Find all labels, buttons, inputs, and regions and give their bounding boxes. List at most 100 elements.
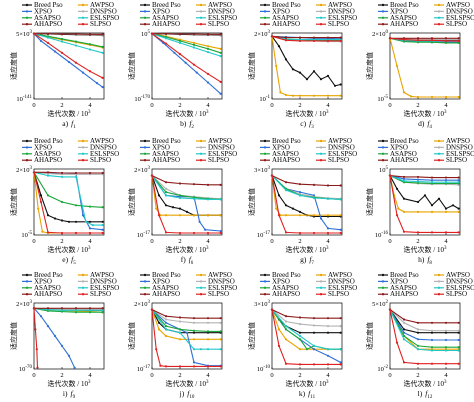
y-tick-bottom-exp: -17 <box>143 365 150 370</box>
x-tick-label: 4 <box>206 238 210 245</box>
y-tick-top-base: 2×10 <box>254 31 267 38</box>
series-point-ahapso <box>88 307 92 310</box>
legend-label: DNSPSO <box>90 7 117 15</box>
series-point-ahapso <box>402 318 406 321</box>
series-point-awpso <box>339 214 342 217</box>
series-point-asapso <box>101 206 104 209</box>
x-axis-label-exp: 3 <box>206 110 209 115</box>
legend-label: SLPSO <box>446 20 467 28</box>
series-point-awpso <box>430 95 434 99</box>
y-tick-top-exp: 3 <box>30 300 33 305</box>
series-point-eslspso <box>219 348 222 351</box>
y-tick-bottom-exp: -2 <box>384 365 389 370</box>
x-axis-label-exp: 3 <box>326 380 329 385</box>
series-point-breed-pso <box>444 331 448 334</box>
panel-caption: f) f6 <box>181 255 194 266</box>
series-point-asapso <box>74 311 78 314</box>
x-tick-label: 2 <box>178 372 181 379</box>
series-point-xpso <box>430 338 434 342</box>
legend-label: AHAPSO <box>272 156 300 164</box>
series-point-slpso <box>312 39 316 43</box>
series-point-asapso <box>298 338 302 341</box>
x-tick-label: 4 <box>88 102 92 109</box>
series-point-slpso <box>326 363 330 366</box>
legend-label: Breed Pso <box>272 137 301 145</box>
plot-frame <box>33 302 105 370</box>
series-line-awpso <box>151 175 221 216</box>
series-point-slpso <box>457 231 460 234</box>
panel-caption: l) f12 <box>418 389 433 400</box>
series-point-awpso <box>219 214 222 217</box>
series-point-dnspso <box>402 321 406 324</box>
series-point-awpso <box>275 64 278 68</box>
series-point-asapso <box>192 43 196 46</box>
series-point-awpso <box>192 338 196 341</box>
series-point-ahapso <box>101 307 104 310</box>
y-tick-bottom-base: 10 <box>137 366 144 373</box>
legend-marker <box>199 23 203 26</box>
series-point-breed-pso <box>171 206 175 209</box>
series-line-asapso <box>151 309 221 332</box>
series-line-asapso <box>389 37 459 44</box>
x-axis-label-text: 迭代次数 / 10 <box>166 109 207 118</box>
y-tick-top-base: 2×10 <box>16 301 29 308</box>
x-tick-label: 0 <box>150 238 153 245</box>
series-point-awpso <box>219 338 222 341</box>
y-tick-bottom-base: 10 <box>257 232 264 239</box>
y-tick-bottom-base: 10 <box>19 366 26 373</box>
series-point-breed-pso <box>53 217 57 220</box>
panel-j: Breed Pso AWPSO XPSO DNSPSO ASAPSO ESLSPSO AHA… <box>127 271 237 400</box>
series-point-ahapso <box>326 184 330 187</box>
y-axis-label: 适应度值 <box>127 52 136 80</box>
series-point-slpso <box>36 366 39 369</box>
legend-marker <box>381 23 385 26</box>
series-point-ahapso <box>312 317 316 320</box>
series-point-asapso <box>192 329 196 332</box>
legend-marker <box>381 139 385 143</box>
series-point-eslspso <box>206 198 210 201</box>
series-point-asapso <box>206 47 210 50</box>
series-line-eslspso <box>389 175 459 183</box>
series-point-xpso <box>185 331 189 334</box>
legend-label: ESLSPSO <box>90 150 119 158</box>
y-tick-bottom-group: 10-170 <box>134 95 150 103</box>
y-axis-label: 适应度值 <box>365 188 374 216</box>
plot-frame <box>271 32 343 100</box>
series-point-ahapso <box>416 37 420 40</box>
legend-marker <box>81 152 85 155</box>
legend-marker <box>319 23 323 26</box>
series-point-eslspso <box>101 224 104 227</box>
y-tick-top-group: 2×103 <box>16 166 32 174</box>
series-line-dnspso <box>33 171 103 175</box>
legend-marker <box>437 3 441 7</box>
panel-letter: h) <box>418 255 425 264</box>
y-tick-top-exp: 3 <box>30 30 33 35</box>
legend-label: Breed Pso <box>390 271 419 279</box>
series-point-dnspso <box>298 323 302 326</box>
y-tick-bottom-exp: -170 <box>141 95 151 100</box>
series-point-slpso <box>60 51 64 54</box>
series-point-dnspso <box>206 321 210 324</box>
legend-label: XPSO <box>34 277 52 285</box>
y-tick-top-base: 2×10 <box>134 301 147 308</box>
series-point-eslspso <box>91 224 94 227</box>
series-point-ahapso <box>206 317 210 320</box>
legend-marker <box>25 23 29 26</box>
series-point-slpso <box>395 214 399 217</box>
series-point-eslspso <box>178 41 182 45</box>
series-point-eslspso <box>339 348 342 351</box>
panel-function-sub: 10 <box>189 395 195 400</box>
legend-label: ESLSPSO <box>328 14 357 22</box>
series-line-ahapso <box>389 175 459 179</box>
series-point-awpso <box>164 214 168 217</box>
series-point-eslspso <box>416 180 420 183</box>
y-tick-top-base: 2×10 <box>372 31 385 38</box>
series-point-dnspso <box>219 321 222 324</box>
x-tick-label: 2 <box>416 372 419 379</box>
panel-function: f <box>71 389 74 398</box>
legend-marker <box>25 10 29 13</box>
series-point-slpso <box>74 61 78 64</box>
x-tick-label: 2 <box>416 238 419 245</box>
series-line-slpso <box>33 308 39 368</box>
panel-function: f <box>427 255 430 264</box>
